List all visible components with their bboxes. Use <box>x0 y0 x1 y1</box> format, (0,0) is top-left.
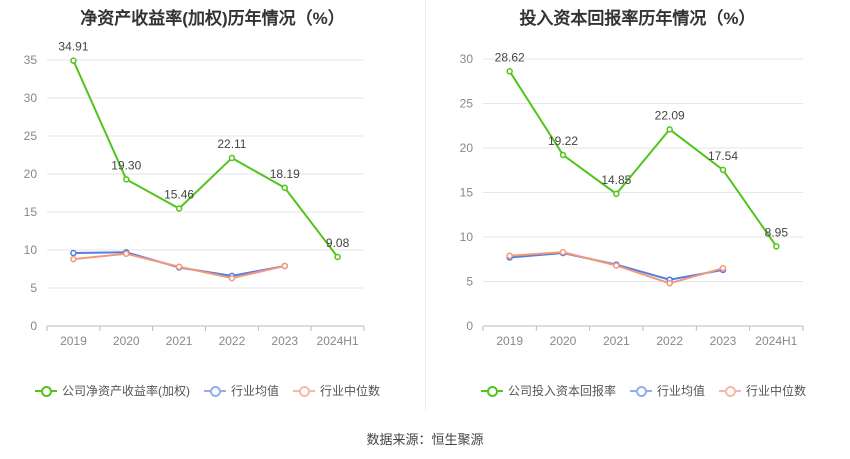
x-tick-label: 2021 <box>603 334 630 348</box>
legend-label: 行业均值 <box>657 384 706 398</box>
legend-label: 公司投入资本回报率 <box>508 384 617 398</box>
y-tick-label: 10 <box>460 230 474 244</box>
data-label: 14.85 <box>601 173 631 187</box>
company-series-line <box>508 70 778 247</box>
y-tick-label: 30 <box>460 52 474 66</box>
legend-marker-company <box>35 385 57 397</box>
legend-label: 行业中位数 <box>746 384 807 398</box>
legend-item-industry-avg[interactable]: 行业均值 <box>204 382 279 399</box>
company-data-point <box>773 243 780 250</box>
legend-marker-industry-median <box>293 385 316 397</box>
chart-divider <box>425 0 426 410</box>
legend-item-industry-median[interactable]: 行业中位数 <box>293 382 380 399</box>
industry-data-point <box>228 274 236 282</box>
y-tick-label: 35 <box>24 53 38 67</box>
industry-data-point <box>175 263 183 270</box>
company-data-point <box>175 205 183 212</box>
y-tick-label: 10 <box>24 243 38 257</box>
data-label: 18.19 <box>270 167 300 181</box>
chart-title-roic: 投入资本回报率历年情况（%） <box>519 9 756 28</box>
company-data-point <box>281 184 288 192</box>
chart-title-roe: 净资产收益率(加权)历年情况（%） <box>80 9 345 28</box>
company-data-point <box>334 253 341 261</box>
company-data-point <box>666 126 673 133</box>
industry-data-point <box>70 249 77 257</box>
legend-label: 公司净资产收益率(加权) <box>62 384 190 398</box>
data-source-footer: 数据来源：恒生聚源 <box>366 432 484 447</box>
data-label: 28.62 <box>495 50 525 64</box>
y-tick-label: 30 <box>24 91 38 105</box>
y-tick-label: 15 <box>24 205 38 219</box>
industry-data-point <box>123 250 130 258</box>
legend-roe: 公司净资产收益率(加权) 行业均值 行业中位数 <box>35 382 380 399</box>
y-tick-label: 5 <box>466 275 473 289</box>
x-tick-label: 2024H1 <box>317 334 359 348</box>
company-data-point <box>70 57 77 64</box>
legend-item-industry-median[interactable]: 行业中位数 <box>719 382 806 399</box>
data-label: 9.08 <box>326 236 350 250</box>
legend-item-industry-avg[interactable]: 行业均值 <box>630 382 705 399</box>
legend-item-company-roic[interactable]: 公司投入资本回报率 <box>481 382 616 399</box>
industry-data-point <box>613 262 620 269</box>
y-tick-label: 25 <box>24 129 38 143</box>
data-label: 34.91 <box>58 40 88 54</box>
industry-data-point <box>666 280 673 287</box>
legend-roic: 公司投入资本回报率 行业均值 行业中位数 <box>481 382 806 399</box>
y-tick-label: 0 <box>30 319 37 333</box>
x-tick-label: 2024H1 <box>755 334 797 348</box>
legend-label: 行业中位数 <box>320 384 381 398</box>
legend-marker-industry-avg <box>204 385 226 397</box>
y-tick-label: 20 <box>24 167 38 181</box>
industry-data-point <box>559 248 567 256</box>
x-tick-label: 2023 <box>710 334 737 348</box>
industry-data-point <box>281 262 288 270</box>
data-label: 22.11 <box>217 137 246 151</box>
roe-line-chart: 0 5 10 15 20 25 30 35 2019 2020 2021 2022 2023 2024H1… <box>24 40 365 348</box>
data-label: 17.54 <box>708 149 738 163</box>
x-tick-label: 2022 <box>219 334 246 348</box>
y-tick-label: 0 <box>466 319 473 333</box>
data-label: 22.09 <box>655 108 685 122</box>
data-label: 8.95 <box>765 225 789 239</box>
y-tick-label: 5 <box>30 281 37 295</box>
industry-data-point <box>719 264 727 272</box>
x-tick-label: 2019 <box>496 334 523 348</box>
company-data-point <box>613 190 620 198</box>
data-label: 19.22 <box>548 134 578 148</box>
x-tick-label: 2020 <box>113 334 140 348</box>
x-tick-label: 2019 <box>60 334 87 348</box>
y-tick-label: 15 <box>460 186 474 200</box>
company-data-point <box>506 68 513 75</box>
legend-item-company-roe[interactable]: 公司净资产收益率(加权) <box>35 382 190 399</box>
data-label: 19.30 <box>111 158 141 172</box>
company-data-point <box>123 176 130 183</box>
legend-marker-industry-median <box>719 385 742 397</box>
x-tick-label: 2023 <box>271 334 298 348</box>
legend-label: 行业均值 <box>231 384 280 398</box>
industry-data-point <box>506 252 513 259</box>
company-data-point <box>228 154 236 162</box>
y-tick-label: 25 <box>460 97 474 111</box>
company-data-point <box>559 151 567 159</box>
legend-marker-company <box>481 385 503 397</box>
x-tick-label: 2021 <box>166 334 193 348</box>
roic-line-chart: 0 5 10 15 20 25 30 2019 2020 2021 2022 2023 2024H1 28… <box>460 50 804 348</box>
legend-marker-industry-avg <box>630 385 653 397</box>
x-tick-label: 2022 <box>656 334 683 348</box>
industry-data-point <box>70 255 77 263</box>
x-tick-label: 2020 <box>550 334 577 348</box>
company-data-point <box>719 166 727 174</box>
y-tick-label: 20 <box>460 141 474 155</box>
data-label: 15.46 <box>164 188 194 202</box>
company-series-line <box>72 60 339 258</box>
